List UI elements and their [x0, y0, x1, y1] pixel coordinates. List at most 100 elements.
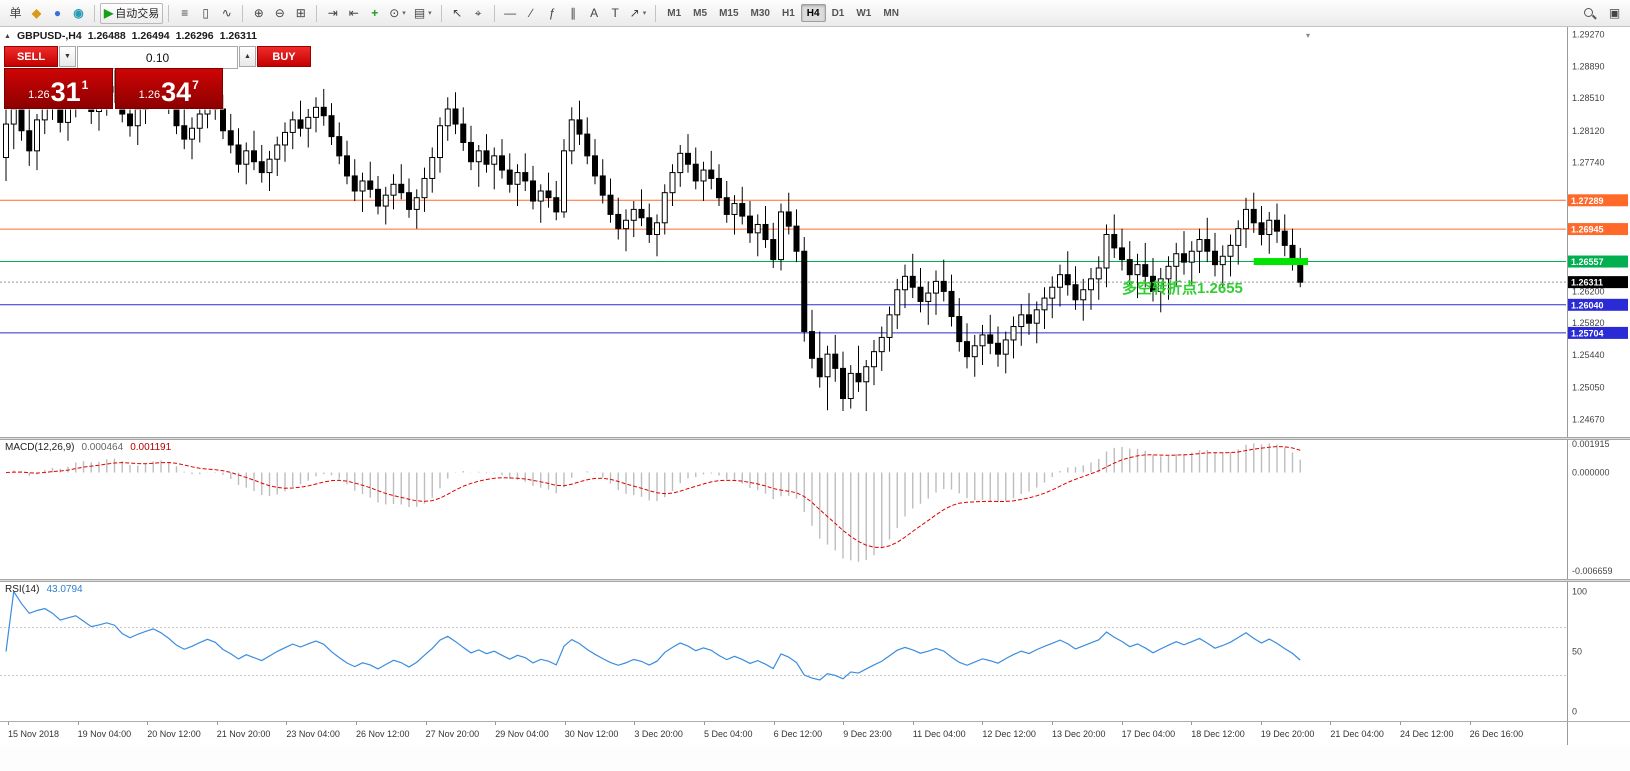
candle-body — [1049, 286, 1056, 299]
timeframe-m15-button[interactable]: M15 — [713, 4, 744, 22]
volume-up-button[interactable]: ▲ — [239, 46, 256, 67]
candlestick — [623, 209, 629, 252]
candlestick — [646, 203, 653, 243]
candle-body — [328, 115, 335, 138]
price-level-label[interactable] — [1568, 326, 1628, 339]
price-level-label[interactable] — [1568, 255, 1628, 268]
time-axis-tick — [77, 722, 79, 725]
chart-shift-button[interactable]: ⇤ — [343, 3, 364, 24]
sell-button[interactable]: SELL — [4, 46, 58, 67]
search-button[interactable] — [1579, 3, 1600, 24]
candle-body — [995, 342, 1001, 355]
candlestick — [1243, 197, 1249, 248]
volume-down-button[interactable]: ▼ — [59, 46, 76, 67]
candlestick — [925, 281, 932, 325]
candle-body — [754, 223, 761, 234]
candlestick — [1002, 331, 1009, 374]
candlestick — [1274, 203, 1280, 243]
trendline-button[interactable]: ∕ — [521, 3, 542, 24]
periods-button[interactable]: ⊙ ▾ — [385, 3, 410, 24]
bar-open-value: 1.26488 — [87, 30, 126, 42]
time-axis[interactable]: 15 Nov 2018 19 Nov 04:00 20 Nov 12:00 21 No… — [0, 721, 1630, 745]
candle-body — [855, 372, 862, 383]
bid-price-button[interactable]: 1.26 31 1 — [4, 68, 113, 109]
buy-button[interactable]: BUY — [257, 46, 311, 67]
turning-point-highlight[interactable] — [1253, 258, 1308, 266]
panel-separator[interactable] — [0, 579, 1630, 582]
ask-price-button[interactable]: 1.26 34 7 — [114, 68, 223, 109]
terminal-button[interactable]: ◉ — [68, 3, 89, 24]
timeframe-h1-button[interactable]: H1 — [776, 4, 801, 22]
chart-bars-button[interactable]: ≡ — [174, 3, 195, 24]
channel-button[interactable]: ∥ — [563, 3, 584, 24]
time-axis-tick — [704, 722, 705, 725]
candle-body — [10, 108, 17, 125]
timeframe-h4-button[interactable]: H4 — [800, 4, 826, 22]
new-chart-button[interactable]: + — [364, 3, 385, 24]
panel-separator[interactable] — [0, 437, 1630, 440]
time-axis-label: 11 Dec 04:00 — [912, 729, 966, 739]
candle-body — [499, 155, 505, 171]
candle-body — [468, 141, 474, 163]
timeframe-m30-button[interactable]: M30 — [745, 4, 776, 22]
zoom-out-button[interactable]: ⊖ — [269, 3, 290, 24]
chart-shift-marker-icon[interactable]: ▾ — [1306, 31, 1311, 40]
candlestick — [762, 206, 769, 248]
candlestick — [708, 150, 715, 190]
candle-body — [491, 155, 498, 165]
candle-body — [832, 353, 839, 369]
zoom-in-button[interactable]: ⊕ — [248, 3, 269, 24]
candle-body — [824, 353, 831, 378]
cursor-button[interactable]: ↖ — [447, 3, 468, 24]
navigator-button[interactable]: ● — [47, 3, 68, 24]
candle-body — [615, 213, 622, 230]
candle-body — [359, 180, 366, 192]
timeframe-d1-button[interactable]: D1 — [826, 4, 851, 22]
volume-input[interactable] — [77, 46, 238, 69]
tile-windows-button[interactable]: ⊞ — [290, 3, 311, 24]
horizontal-line-button[interactable]: — — [500, 3, 521, 24]
candlestick — [855, 345, 862, 392]
new-order-button[interactable]: 单 — [5, 3, 26, 24]
candlestick — [483, 134, 490, 173]
chart-line-button[interactable]: ∿ — [216, 3, 237, 24]
auto-trading-button[interactable]: ▶ 自动交易 — [100, 2, 164, 24]
arrows-button[interactable]: ↗ ▾ — [626, 3, 651, 24]
timeframe-mn-button[interactable]: MN — [877, 4, 905, 22]
workspace-button[interactable]: ▣ — [1604, 3, 1625, 24]
auto-trading-label: 自动交易 — [115, 8, 160, 20]
time-axis-label: 23 Nov 04:00 — [286, 729, 340, 739]
time-axis-tick — [425, 722, 427, 725]
market-watch-button[interactable]: ◆ — [26, 3, 47, 24]
candlestick — [754, 214, 761, 257]
timeframe-m1-button[interactable]: M1 — [661, 4, 687, 22]
label-button[interactable]: T — [605, 3, 626, 24]
price-level-label[interactable] — [1568, 223, 1628, 236]
macd-axis-label: 0.000000 — [1572, 468, 1610, 478]
macd-panel: 0.001915 0.000000 -0.006659 MACD(12,26,9) … — [0, 440, 1630, 579]
candle-body — [1018, 314, 1025, 328]
candlestick — [390, 174, 397, 210]
chart-candles-button[interactable]: ▯ — [195, 3, 216, 24]
candlestick — [1010, 316, 1017, 359]
chevron-down-icon: ▾ — [402, 10, 406, 17]
one-click-collapse-icon[interactable]: ▲ — [4, 32, 11, 40]
turning-point-annotation[interactable]: 多空转折点1.2655 — [1122, 279, 1243, 297]
candlestick — [731, 195, 738, 235]
candle-body — [530, 180, 536, 202]
crosshair-button[interactable]: ⌖ — [468, 3, 489, 24]
candle-body — [847, 372, 854, 400]
price-level-label[interactable] — [1568, 298, 1628, 311]
candle-body — [189, 127, 195, 140]
candle-body — [1281, 230, 1288, 246]
auto-scroll-button[interactable]: ⇥ — [322, 3, 343, 24]
time-axis-label: 21 Dec 04:00 — [1330, 729, 1384, 739]
templates-button[interactable]: ▤ ▾ — [410, 3, 436, 24]
text-button[interactable]: A — [584, 3, 605, 24]
candle-body — [894, 289, 901, 316]
price-level-label[interactable] — [1568, 194, 1628, 207]
timeframe-m5-button[interactable]: M5 — [687, 4, 713, 22]
fibonacci-button[interactable]: ƒ — [542, 3, 563, 24]
timeframe-w1-button[interactable]: W1 — [850, 4, 877, 22]
candle-body — [584, 133, 591, 157]
